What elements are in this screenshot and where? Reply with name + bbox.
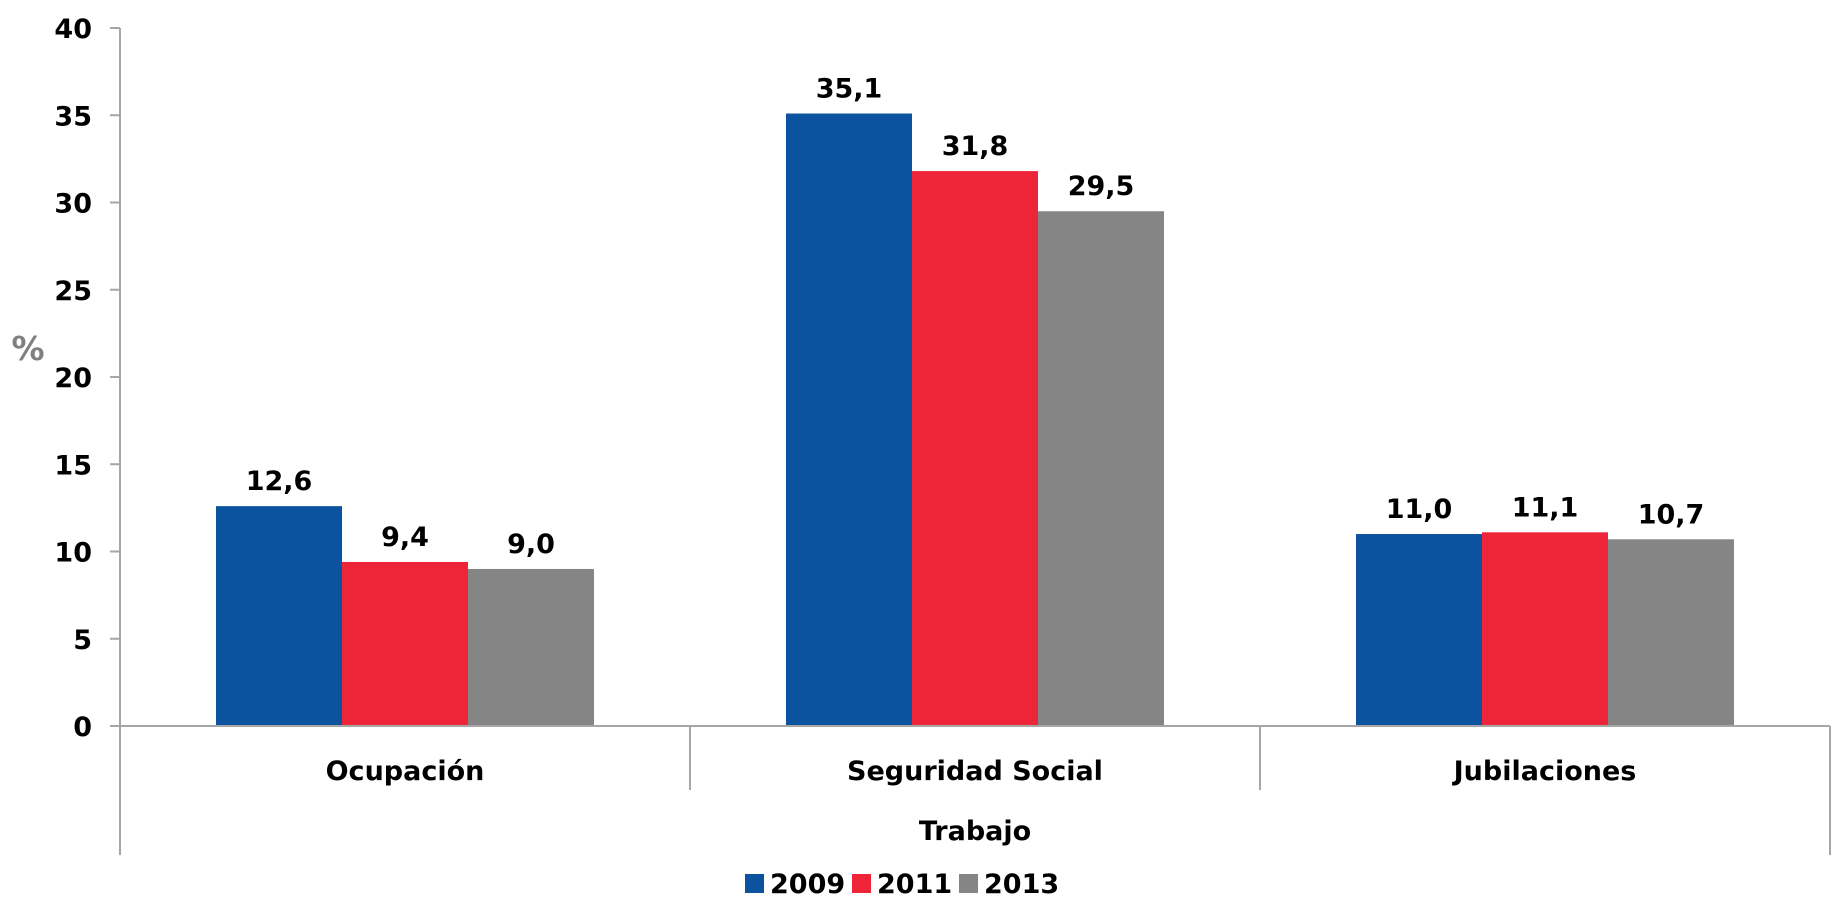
bar-2013-0 xyxy=(468,568,594,726)
legend-label: 2013 xyxy=(984,869,1059,900)
y-tick-label: 10 xyxy=(54,538,92,569)
y-tick-label: 20 xyxy=(54,363,92,394)
y-tick-label: 25 xyxy=(54,276,92,307)
bar-2013-2 xyxy=(1608,539,1734,726)
bar-2009-1 xyxy=(786,113,912,726)
legend-swatch-2009 xyxy=(745,874,764,893)
data-label: 35,1 xyxy=(816,74,883,105)
data-label: 10,7 xyxy=(1638,499,1705,530)
legend-label: 2011 xyxy=(877,869,952,900)
legend-swatch-2013 xyxy=(959,874,978,893)
y-tick-label: 40 xyxy=(54,14,92,45)
x-axis: Ocupación Seguridad Social Jubilaciones xyxy=(119,725,1831,855)
data-label: 9,0 xyxy=(507,529,555,560)
legend-swatch-2011 xyxy=(852,874,871,893)
legend-label: 2009 xyxy=(770,869,845,900)
x-axis-label: Trabajo xyxy=(919,816,1031,847)
x-category-label: Seguridad Social xyxy=(847,756,1103,787)
data-labels: 12,6 9,4 9,0 35,1 31,8 29,5 11,0 11,1 10,7 xyxy=(246,74,1705,560)
bar-2011-0 xyxy=(342,561,468,726)
bars xyxy=(216,113,1734,727)
x-category-label: Jubilaciones xyxy=(1452,756,1637,787)
y-tick-label: 35 xyxy=(54,101,92,132)
bar-2011-2 xyxy=(1482,532,1608,726)
y-tick-label: 5 xyxy=(73,625,92,656)
data-label: 11,0 xyxy=(1386,494,1453,525)
data-label: 12,6 xyxy=(246,466,313,497)
legend: 2009 2011 2013 xyxy=(745,869,1059,900)
y-tick-label: 30 xyxy=(54,189,92,220)
y-axis-label: % xyxy=(11,329,44,368)
data-label: 29,5 xyxy=(1068,171,1135,202)
data-label: 31,8 xyxy=(942,131,1009,162)
data-label: 11,1 xyxy=(1512,492,1579,523)
y-tick-label: 0 xyxy=(73,712,92,743)
bar-2009-2 xyxy=(1356,534,1482,726)
bar-2009-0 xyxy=(216,506,342,726)
bar-2011-1 xyxy=(912,171,1038,727)
x-category-label: Ocupación xyxy=(326,756,485,787)
bar-2013-1 xyxy=(1038,211,1164,727)
data-label: 9,4 xyxy=(381,522,429,553)
y-axis: 0 5 10 15 20 25 30 35 40 xyxy=(54,14,121,743)
y-tick-label: 15 xyxy=(54,450,92,481)
